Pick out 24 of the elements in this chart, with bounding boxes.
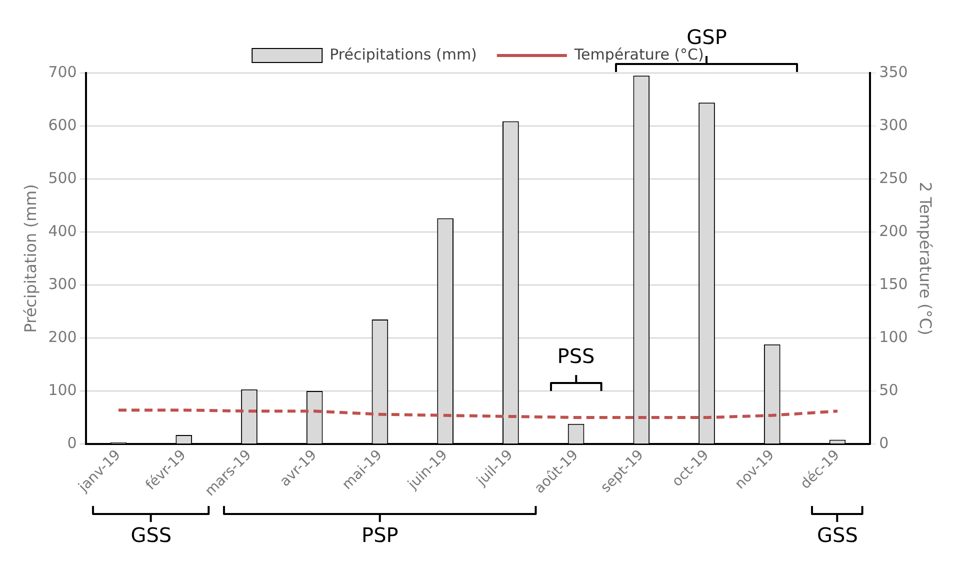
text: GSS — [130, 523, 173, 547]
y2-axis-title: 2 Température (°C) — [916, 182, 936, 336]
y-tick-label: 700 — [48, 62, 77, 81]
annotation: PSS — [556, 344, 596, 368]
legend-label: Précipitations (mm) — [330, 45, 477, 64]
y-tick-label: 100 — [48, 380, 77, 399]
y2-tick-label: 250 — [879, 168, 908, 187]
y2-tick-label: 200 — [879, 222, 908, 240]
y2-tick-label: 300 — [879, 116, 908, 134]
y-tick-label: 300 — [48, 274, 77, 293]
y2-tick-label: 150 — [879, 274, 908, 293]
text: GSS — [816, 523, 859, 547]
y-tick-label: 400 — [48, 222, 77, 240]
y-tick-label: 200 — [48, 328, 77, 346]
y-axis-title: Précipitation (mm) — [20, 184, 40, 333]
line-series — [117, 408, 839, 420]
y2-tick-label: 50 — [879, 380, 898, 399]
y-tick-label: 500 — [48, 168, 77, 187]
text: PSP — [360, 523, 400, 547]
y2-tick-label: 0 — [879, 434, 889, 452]
y2-tick-label: 100 — [879, 328, 908, 346]
y2-tick-label: 350 — [879, 62, 908, 81]
y-tick-label: 0 — [67, 434, 77, 452]
y-tick-label: 600 — [48, 116, 77, 134]
